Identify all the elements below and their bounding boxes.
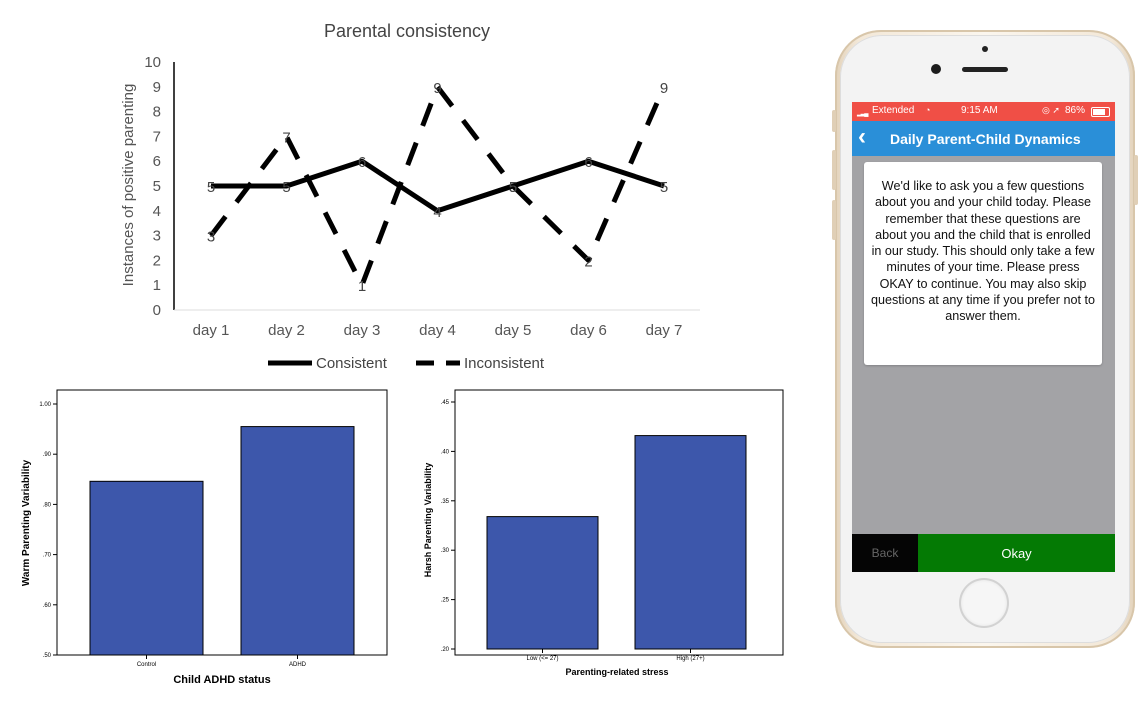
y-tick-label: .35 — [441, 499, 450, 505]
data-label-inconsistent: 2 — [584, 253, 592, 270]
data-label-inconsistent: 9 — [660, 80, 668, 97]
line-chart-y-tick: 1 — [153, 277, 161, 294]
bar-chart-1-x-label: Child ADHD status — [173, 674, 270, 686]
battery-percent: 86% — [1065, 105, 1086, 116]
x-tick-label: Low (<= 27) — [526, 656, 558, 662]
y-tick-label: .60 — [43, 603, 52, 609]
legend-label-consistent: Consistent — [316, 355, 388, 372]
phone-volume-up — [832, 150, 836, 190]
battery-icon — [1091, 107, 1110, 117]
home-button[interactable] — [961, 580, 1007, 626]
line-chart-y-tick: 7 — [153, 128, 161, 145]
y-tick-label: .90 — [43, 452, 52, 458]
warm-parenting-bar-chart: .50 .60 .70 .80 .90 1.00 Control ADHD Warm Par… — [21, 389, 388, 686]
line-chart-x-tick: day 5 — [495, 322, 532, 339]
bar-chart-1-y-label: Warm Parenting Variability — [21, 459, 32, 586]
phone-screen: ▂▃▄ Extended ◔ 9:15 AM ◎ ➚ 86% ‹ Daily P… — [852, 102, 1115, 572]
message-text: We'd like to ask you a few questions abo… — [870, 179, 1095, 324]
data-label-inconsistent: 1 — [358, 278, 366, 295]
data-label-consistent: 5 — [660, 179, 668, 196]
bar-chart-2-x-label: Parenting-related stress — [565, 667, 668, 677]
y-tick-label: .80 — [43, 502, 52, 508]
line-chart-y-tick: 6 — [153, 153, 161, 170]
carrier-label: Extended — [872, 105, 915, 116]
data-label-inconsistent: 7 — [282, 129, 290, 146]
phone-volume-down — [832, 200, 836, 240]
phone-mute-switch — [832, 110, 836, 132]
series-line-consistent — [211, 158, 665, 214]
harsh-parenting-bar-chart: .20 .25 .30 .35 .40 .45 Low (<= 27) High (27+)… — [423, 389, 784, 677]
nav-bar: ‹ Daily Parent-Child Dynamics — [852, 121, 1115, 156]
series-line-inconsistent — [209, 84, 667, 288]
y-tick-label: .45 — [441, 400, 450, 406]
legend-label-inconsistent: Inconsistent — [464, 355, 545, 372]
line-chart-y-tick: 4 — [153, 203, 161, 220]
data-label-inconsistent: 9 — [433, 80, 441, 97]
line-chart-y-tick: 9 — [153, 79, 161, 96]
chevron-left-icon[interactable]: ‹ — [858, 123, 866, 150]
line-chart-y-tick: 5 — [153, 178, 161, 195]
line-chart-y-tick: 10 — [144, 54, 161, 71]
signal-icon: ▂▃▄ — [857, 111, 869, 117]
proximity-sensor — [982, 46, 988, 52]
data-label-consistent: 6 — [584, 154, 592, 171]
bar-low-27- — [486, 516, 599, 650]
x-tick-label: High (27+) — [676, 656, 704, 662]
data-label-consistent: 5 — [509, 179, 517, 196]
line-chart-y-tick: 0 — [153, 302, 161, 319]
x-tick-label: Control — [137, 662, 156, 668]
location-icon: ◎ ➚ — [1042, 105, 1060, 115]
y-tick-label: .50 — [43, 653, 52, 659]
line-chart-x-tick: day 4 — [419, 322, 456, 339]
bar-high-27- — [634, 435, 747, 650]
y-tick-label: .40 — [441, 449, 450, 455]
line-chart-x-tick: day 7 — [646, 322, 683, 339]
line-chart-x-tick: day 3 — [344, 322, 381, 339]
wifi-icon: ◔ — [925, 105, 931, 115]
data-label-consistent: 5 — [282, 179, 290, 196]
y-tick-label: .20 — [441, 647, 450, 653]
data-label-inconsistent: 5 — [509, 179, 517, 196]
front-camera — [931, 64, 941, 74]
line-chart-title: Parental consistency — [324, 21, 490, 41]
line-chart-y-tick: 8 — [153, 104, 161, 121]
parental-consistency-chart: Parental consistency Instances of positi… — [120, 21, 700, 372]
message-card: We'd like to ask you a few questions abo… — [864, 162, 1102, 365]
bar-adhd — [240, 426, 355, 656]
y-tick-label: .70 — [43, 553, 52, 559]
earpiece-speaker — [962, 67, 1008, 72]
y-tick-label: .30 — [441, 548, 450, 554]
line-chart-x-tick: day 1 — [193, 322, 230, 339]
data-label-inconsistent: 3 — [207, 229, 215, 246]
bar-chart-2-y-label: Harsh Parenting Variability — [423, 463, 433, 578]
nav-title: Daily Parent-Child Dynamics — [890, 131, 1081, 147]
bar-control — [89, 480, 204, 656]
x-tick-label: ADHD — [289, 662, 307, 668]
line-chart-y-tick: 3 — [153, 228, 161, 245]
line-chart-y-tick: 2 — [153, 252, 161, 269]
y-tick-label: 1.00 — [39, 402, 51, 408]
data-label-consistent: 5 — [207, 179, 215, 196]
okay-button[interactable]: Okay — [918, 534, 1115, 572]
phone-power-button — [1134, 155, 1138, 205]
line-chart-y-label: Instances of positive parenting — [120, 84, 137, 287]
bottom-bar: Back Okay — [852, 534, 1115, 572]
status-bar: ▂▃▄ Extended ◔ 9:15 AM ◎ ➚ 86% — [852, 102, 1115, 121]
y-tick-label: .25 — [441, 598, 450, 604]
data-label-consistent: 6 — [358, 154, 366, 171]
line-chart-x-tick: day 2 — [268, 322, 305, 339]
line-chart-x-tick: day 6 — [570, 322, 607, 339]
status-time: 9:15 AM — [961, 105, 998, 116]
back-button[interactable]: Back — [852, 534, 918, 572]
data-label-consistent: 4 — [433, 204, 441, 221]
